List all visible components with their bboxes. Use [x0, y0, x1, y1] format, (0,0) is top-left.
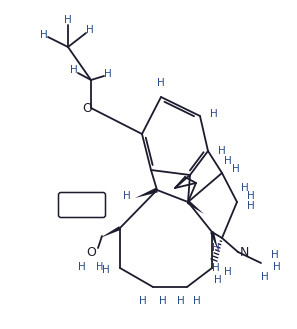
Text: H: H: [102, 265, 110, 275]
Text: H: H: [157, 78, 165, 88]
Text: O: O: [82, 102, 92, 114]
Polygon shape: [135, 188, 158, 198]
Text: H: H: [247, 201, 255, 211]
Text: H: H: [241, 183, 249, 193]
Text: Abs: Abs: [71, 198, 93, 212]
Text: H: H: [70, 65, 78, 75]
Text: O: O: [86, 245, 96, 259]
Text: H: H: [218, 146, 226, 156]
Text: N: N: [239, 246, 249, 260]
Text: H: H: [247, 191, 255, 201]
Text: H: H: [139, 296, 147, 306]
Polygon shape: [187, 200, 204, 214]
Text: H: H: [104, 69, 112, 79]
Polygon shape: [210, 231, 218, 250]
Text: H: H: [224, 156, 232, 166]
Polygon shape: [100, 226, 121, 238]
Text: H: H: [224, 267, 232, 277]
Text: H: H: [232, 164, 240, 174]
Text: H: H: [40, 30, 48, 40]
Text: H: H: [159, 296, 167, 306]
Text: H: H: [193, 296, 201, 306]
Text: H: H: [271, 250, 279, 260]
Text: H: H: [123, 191, 131, 201]
FancyBboxPatch shape: [59, 192, 105, 217]
Text: H: H: [64, 15, 72, 25]
Text: H: H: [78, 262, 86, 272]
Text: H: H: [214, 275, 222, 285]
Text: H: H: [210, 109, 218, 119]
Text: H: H: [273, 262, 281, 272]
Text: H: H: [96, 262, 103, 272]
Text: H: H: [177, 296, 185, 306]
Text: H: H: [261, 272, 269, 282]
Text: H: H: [86, 25, 94, 35]
Text: H: H: [212, 243, 220, 253]
Text: H: H: [212, 263, 220, 273]
